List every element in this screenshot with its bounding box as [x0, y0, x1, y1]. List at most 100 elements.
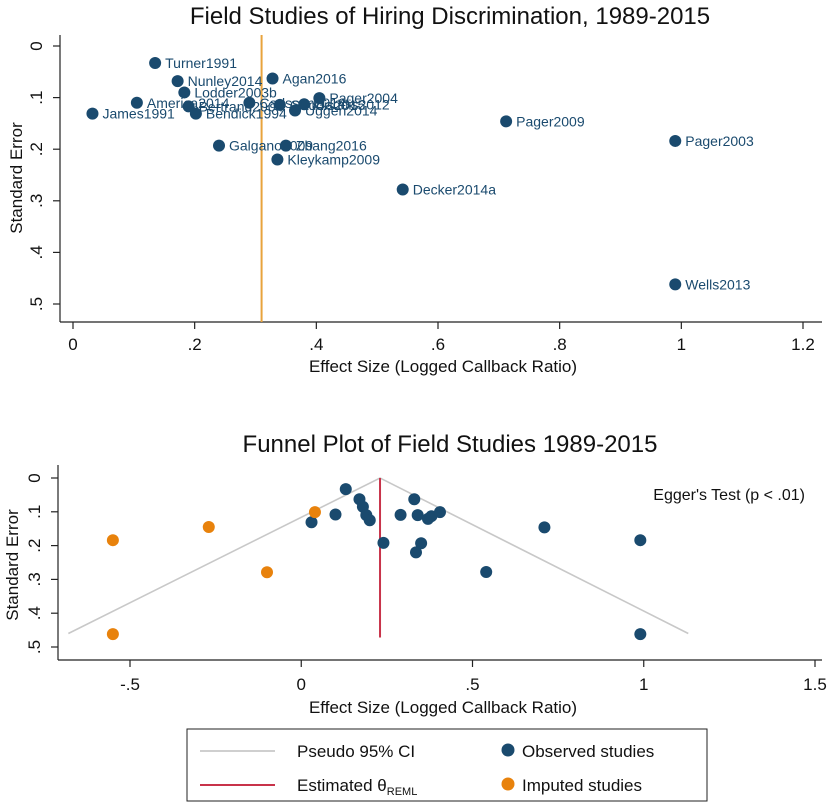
top-point-label: Uggen2014 — [305, 103, 378, 119]
top-point-label: Zhang2016 — [296, 138, 367, 154]
legend-imputed-label: Imputed studies — [522, 776, 642, 795]
top-point — [279, 139, 292, 152]
top-point — [273, 98, 286, 111]
top-point — [189, 107, 202, 120]
legend-estimate-label: Estimated θREML — [297, 776, 417, 798]
top-point-label: Bertrand2004 — [199, 98, 284, 114]
bottom-y-tick-label: .1 — [25, 505, 44, 519]
observed-study-point — [377, 536, 390, 549]
observed-study-point — [305, 516, 318, 529]
bottom-points — [106, 483, 647, 641]
bottom-x-ticks: -.5 0 .5 1 1.5 — [120, 660, 827, 694]
top-point — [298, 98, 311, 111]
top-point — [313, 92, 326, 105]
top-point-label: Pager2003 — [685, 133, 754, 149]
top-point — [669, 134, 682, 147]
top-y-tick-label: .5 — [27, 297, 46, 311]
top-point — [86, 107, 99, 120]
legend-observed-label: Observed studies — [522, 742, 654, 761]
bottom-x-tick-label: -.5 — [120, 675, 140, 694]
bottom-y-ticks: 0 .1 .2 .3 .4 .5 — [25, 473, 58, 654]
top-point-label: Kleykamp2009 — [287, 152, 380, 168]
legend: Pseudo 95% CI Estimated θREML Observed s… — [186, 728, 708, 802]
observed-study-point — [394, 508, 407, 521]
top-point — [178, 86, 191, 99]
top-point — [271, 153, 284, 166]
top-y-tick-label: .1 — [27, 91, 46, 105]
top-point — [171, 75, 184, 88]
top-y-tick-label: .2 — [27, 142, 46, 156]
top-point-label: Decker2014a — [413, 181, 496, 197]
top-y-tick-label: 0 — [27, 41, 46, 50]
observed-study-point — [634, 534, 647, 547]
top-chart-title: Field Studies of Hiring Discrimination, … — [190, 3, 710, 30]
imputed-study-point — [308, 506, 321, 519]
legend-ci-label: Pseudo 95% CI — [297, 742, 415, 761]
top-point — [289, 104, 302, 117]
observed-study-point — [408, 493, 421, 506]
bottom-y-tick-label: .2 — [25, 539, 44, 553]
top-x-tick-label: .8 — [553, 335, 567, 354]
bottom-y-axis-label: Standard Error — [3, 509, 22, 621]
top-point-label: Nunley2014 — [188, 73, 263, 89]
top-point — [500, 115, 513, 128]
legend-imputed-marker — [501, 777, 515, 791]
top-point-label: Lodder2003b — [194, 84, 277, 100]
top-point-label: Turner1991 — [165, 55, 237, 71]
top-y-ticks: 0 .1 .2 .3 .4 .5 — [27, 41, 60, 311]
top-chart: Field Studies of Hiring Discrimination, … — [7, 3, 822, 376]
top-x-tick-label: 0 — [68, 335, 77, 354]
top-y-axis-label: Standard Error — [7, 122, 26, 234]
observed-study-point — [409, 546, 422, 559]
bottom-y-tick-label: .5 — [25, 640, 44, 654]
top-point-label: Pager2004 — [329, 90, 398, 106]
observed-study-point — [538, 521, 551, 534]
top-point — [266, 72, 279, 85]
imputed-study-point — [261, 566, 273, 579]
pseudo-ci-lines — [67, 477, 689, 635]
bottom-y-tick-label: 0 — [25, 473, 44, 482]
observed-study-point — [634, 628, 647, 641]
top-point-label: Bendick1994 — [206, 106, 287, 122]
observed-study-point — [411, 509, 424, 522]
top-point — [213, 139, 225, 152]
top-y-tick-label: .4 — [27, 245, 46, 259]
bottom-chart-title: Funnel Plot of Field Studies 1989-2015 — [243, 431, 658, 458]
top-x-tick-label: 1.2 — [791, 335, 815, 354]
top-point — [149, 57, 162, 70]
bottom-x-tick-label: 1 — [639, 675, 648, 694]
bottom-x-axis-label: Effect Size (Logged Callback Ratio) — [309, 698, 577, 717]
observed-study-point — [433, 506, 446, 519]
top-x-tick-label: .6 — [431, 335, 445, 354]
imputed-study-point — [106, 628, 119, 641]
egger-annotation: Egger's Test (p < .01) — [653, 487, 805, 504]
top-points: Turner1991Nunley2014Agan2016Lodder2003bA… — [86, 55, 754, 292]
bottom-y-tick-label: .3 — [25, 572, 44, 586]
legend-estimate-label-main: Estimated θ — [297, 776, 387, 795]
top-point-label: James1991 — [102, 106, 175, 122]
legend-estimate-label-sub: REML — [387, 786, 418, 798]
top-x-axis-label: Effect Size (Logged Callback Ratio) — [309, 357, 577, 376]
top-point — [130, 96, 143, 109]
imputed-study-point — [106, 534, 119, 547]
top-x-tick-label: .2 — [188, 335, 202, 354]
top-point-label: Gaddis2012 — [314, 96, 390, 112]
bottom-y-tick-label: .4 — [25, 606, 44, 620]
legend-observed-marker — [501, 743, 515, 757]
imputed-study-point — [202, 521, 215, 534]
top-x-tick-label: .4 — [309, 335, 323, 354]
bottom-x-tick-label: 1.5 — [803, 675, 827, 694]
legend-box — [186, 728, 708, 802]
observed-study-point — [339, 483, 352, 496]
top-y-tick-label: .3 — [27, 194, 46, 208]
top-point — [669, 278, 682, 291]
top-point-label: Wells2013 — [685, 276, 750, 292]
top-point — [182, 100, 195, 113]
top-point — [396, 183, 409, 196]
bottom-chart: Funnel Plot of Field Studies 1989-2015 -… — [3, 431, 827, 717]
bottom-x-tick-label: 0 — [297, 675, 306, 694]
observed-study-point — [480, 565, 493, 578]
top-x-tick-label: 1 — [677, 335, 686, 354]
top-point-label: Pager2009 — [516, 113, 585, 129]
